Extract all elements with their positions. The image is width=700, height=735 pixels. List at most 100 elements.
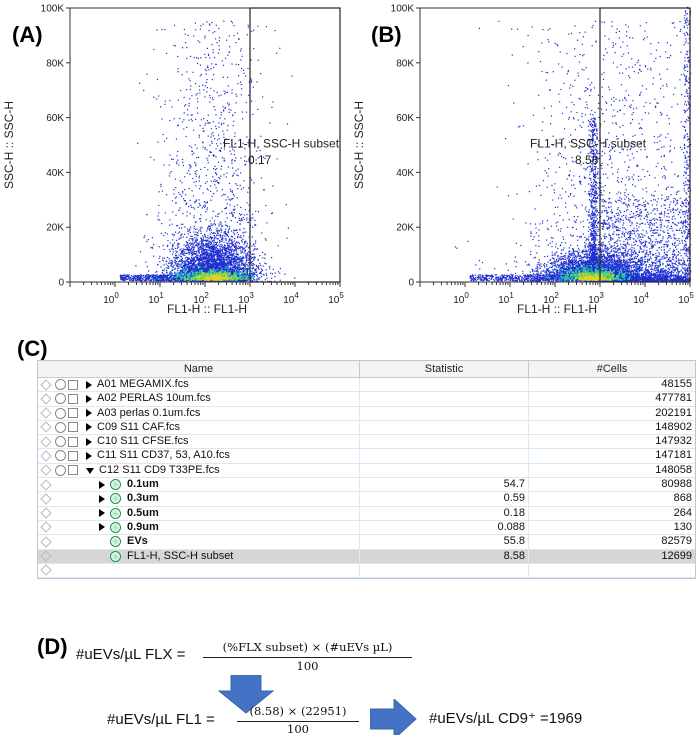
event-dot bbox=[210, 253, 212, 255]
event-dot bbox=[235, 63, 237, 65]
event-dot bbox=[192, 265, 194, 267]
event-dot bbox=[210, 223, 212, 225]
event-dot bbox=[220, 224, 222, 226]
event-dot bbox=[200, 253, 202, 255]
event-dot bbox=[169, 250, 171, 252]
event-dot bbox=[179, 270, 181, 272]
event-dot bbox=[196, 107, 198, 109]
event-dot bbox=[191, 252, 193, 254]
event-dot bbox=[218, 230, 220, 232]
event-dot bbox=[215, 237, 217, 239]
event-dot bbox=[205, 81, 208, 83]
event-dot bbox=[219, 257, 221, 259]
event-dot bbox=[248, 262, 250, 264]
event-dot bbox=[173, 276, 175, 278]
event-dot bbox=[207, 255, 209, 257]
event-dot bbox=[188, 242, 190, 244]
event-dot bbox=[262, 251, 264, 254]
event-dot bbox=[220, 280, 222, 282]
event-dot bbox=[234, 249, 236, 251]
event-dot bbox=[153, 276, 155, 278]
event-dot bbox=[226, 269, 228, 271]
event-dot bbox=[200, 168, 202, 170]
event-dot bbox=[231, 190, 233, 192]
event-dot bbox=[204, 53, 206, 55]
event-dot bbox=[246, 246, 248, 248]
event-dot bbox=[126, 274, 128, 276]
event-dot bbox=[181, 262, 183, 264]
event-dot bbox=[176, 264, 178, 266]
event-dot bbox=[187, 246, 189, 248]
event-dot bbox=[263, 189, 265, 191]
event-dot bbox=[221, 211, 223, 213]
event-dot bbox=[208, 54, 210, 56]
event-dot bbox=[230, 153, 232, 155]
event-dot bbox=[124, 274, 126, 276]
event-dot bbox=[212, 256, 214, 258]
event-dot bbox=[170, 171, 172, 173]
event-dot bbox=[137, 142, 139, 144]
event-dot bbox=[193, 274, 195, 276]
event-dot bbox=[228, 103, 230, 105]
event-dot bbox=[188, 105, 190, 107]
event-dot bbox=[162, 245, 164, 247]
event-dot bbox=[192, 269, 194, 271]
event-dot bbox=[224, 107, 226, 109]
event-dot bbox=[209, 260, 211, 262]
event-dot bbox=[176, 257, 178, 259]
event-dot bbox=[214, 236, 216, 238]
event-dot bbox=[199, 75, 201, 77]
event-dot bbox=[179, 259, 181, 261]
event-dot bbox=[256, 150, 258, 152]
event-dot bbox=[198, 136, 200, 138]
event-dot bbox=[196, 147, 198, 149]
event-dot bbox=[220, 111, 222, 113]
event-dot bbox=[188, 249, 190, 251]
event-dot bbox=[229, 259, 231, 261]
event-dot bbox=[272, 101, 274, 103]
event-dot bbox=[206, 243, 208, 245]
event-dot bbox=[195, 269, 197, 271]
event-dot bbox=[193, 273, 195, 275]
event-dot bbox=[184, 254, 186, 256]
event-dot bbox=[234, 135, 236, 137]
event-dot bbox=[153, 277, 155, 279]
event-dot bbox=[230, 190, 232, 192]
event-dot bbox=[205, 239, 207, 241]
event-dot bbox=[213, 241, 215, 243]
event-dot bbox=[209, 246, 211, 249]
event-dot bbox=[169, 248, 171, 251]
event-dot bbox=[213, 154, 215, 156]
event-dot bbox=[201, 254, 203, 256]
event-dot bbox=[200, 263, 202, 265]
event-dot bbox=[233, 257, 235, 259]
event-dot bbox=[192, 246, 194, 248]
event-dot bbox=[212, 51, 214, 54]
event-dot bbox=[223, 253, 225, 255]
event-dot bbox=[157, 141, 159, 143]
event-dot bbox=[168, 273, 170, 275]
event-dot bbox=[211, 264, 213, 266]
event-dot bbox=[180, 223, 183, 225]
event-dot bbox=[236, 32, 239, 34]
event-dot bbox=[206, 268, 209, 270]
event-dot bbox=[247, 279, 249, 281]
event-dot bbox=[221, 250, 223, 252]
event-dot bbox=[158, 212, 160, 214]
event-dot bbox=[189, 165, 191, 167]
event-dot bbox=[201, 279, 203, 281]
event-dot bbox=[185, 269, 188, 271]
event-dot bbox=[189, 261, 191, 263]
event-dot bbox=[224, 269, 226, 271]
event-dot bbox=[209, 233, 211, 235]
event-dot bbox=[245, 75, 247, 77]
event-dot bbox=[196, 280, 198, 282]
event-dot bbox=[156, 278, 158, 281]
event-dot bbox=[255, 248, 257, 250]
event-dot bbox=[224, 144, 226, 146]
event-dot bbox=[150, 274, 152, 276]
event-dot bbox=[209, 23, 211, 25]
event-dot bbox=[207, 189, 209, 191]
event-dot bbox=[232, 250, 234, 252]
event-dot bbox=[185, 252, 187, 254]
